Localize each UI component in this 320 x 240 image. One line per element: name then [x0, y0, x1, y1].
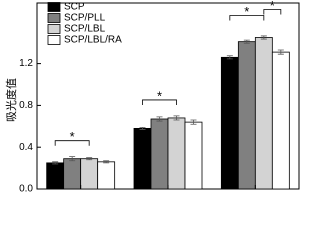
bar: [220, 56, 239, 190]
error-bar: [86, 157, 93, 161]
significance-bracket: [263, 9, 282, 15]
bar: [150, 118, 169, 190]
significance-bracket: [54, 140, 90, 146]
y-tick-label: 0.0: [19, 184, 33, 195]
error-bar: [103, 160, 110, 164]
legend-swatch: [47, 13, 61, 23]
y-axis-label: 吸光度值: [4, 78, 18, 122]
error-bar: [190, 119, 197, 125]
bar: [63, 158, 82, 190]
bar: [133, 127, 152, 190]
error-bar: [69, 156, 76, 162]
bar: [254, 37, 273, 190]
error-bar: [156, 116, 163, 122]
bar: [271, 51, 290, 190]
error-bar: [139, 126, 146, 130]
error-bar: [226, 55, 233, 60]
y-tick-label: 1.2: [19, 58, 33, 69]
significance-mark: *: [70, 129, 75, 144]
bar: [167, 117, 186, 190]
significance-mark: *: [270, 0, 275, 13]
significance-mark: *: [244, 4, 249, 19]
significance-mark: *: [157, 88, 162, 103]
legend-label: SCP/LBL: [64, 24, 106, 35]
chart: 吸光度值 0.0 0.4 0.8 1.2 * * * * SCPSCP/PLLSCP/LBLSC…: [4, 0, 300, 195]
legend-label: SCP: [64, 2, 85, 13]
bar: [237, 41, 256, 190]
error-bar: [173, 115, 180, 121]
y-tick-label: 0.8: [19, 100, 33, 111]
legend-label: SCP/PLL: [64, 13, 106, 24]
error-bar: [52, 161, 59, 165]
legend-label: SCP/LBL/RA: [64, 35, 122, 46]
legend-swatch: [47, 24, 61, 34]
y-tick-label: 0.4: [19, 142, 33, 153]
error-bar: [277, 49, 284, 55]
bar: [184, 121, 203, 190]
error-bar: [243, 39, 250, 44]
significance-bracket: [142, 99, 177, 105]
bar: [97, 161, 116, 190]
bar: [80, 158, 99, 190]
bar: [46, 162, 65, 190]
significance-bracket: [229, 15, 265, 21]
legend-swatch: [47, 35, 61, 45]
legend-swatch: [47, 2, 61, 12]
error-bar: [260, 35, 267, 40]
